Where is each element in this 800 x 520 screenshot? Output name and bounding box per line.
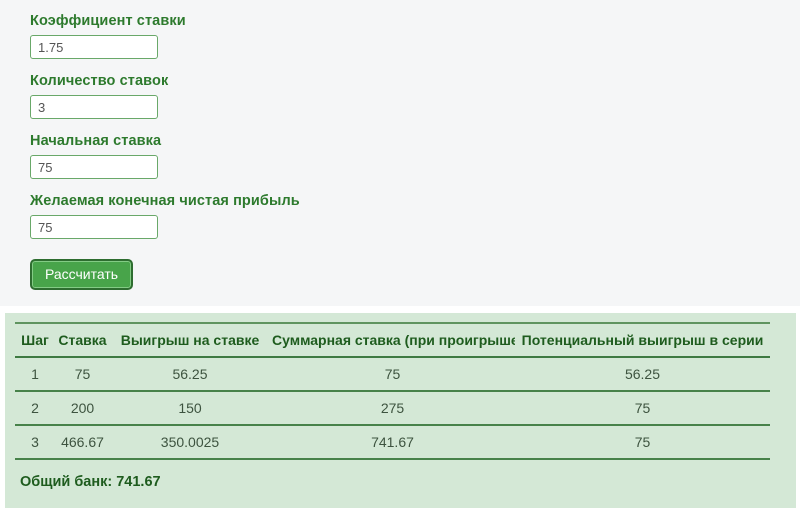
- total-bank-label: Общий банк:: [20, 474, 113, 490]
- cell-bet: 200: [55, 391, 110, 426]
- desired-profit-label: Желаемая конечная чистая прибыль: [30, 193, 300, 209]
- cell-potential-win: 75: [515, 391, 770, 426]
- cell-total-bet: 75: [270, 357, 515, 392]
- table-header-row: Шаг Ставка Выигрыш на ставке Суммарная с…: [15, 322, 770, 358]
- section-divider: [0, 306, 800, 313]
- bet-count-label: Количество ставок: [30, 73, 169, 89]
- cell-potential-win: 75: [515, 425, 770, 460]
- cell-total-bet: 275: [270, 391, 515, 426]
- initial-bet-input[interactable]: [30, 155, 158, 179]
- bet-count-input[interactable]: [30, 95, 158, 119]
- initial-bet-label: Начальная ставка: [30, 133, 162, 149]
- table-row: 1 75 56.25 75 56.25: [15, 357, 770, 392]
- cell-step: 2: [15, 391, 55, 426]
- column-header-win-on-bet: Выигрыш на ставке: [110, 322, 270, 358]
- column-header-total-bet: Суммарная ставка (при проигрыше): [270, 322, 515, 358]
- results-table: Шаг Ставка Выигрыш на ставке Суммарная с…: [15, 322, 770, 460]
- results-panel: Шаг Ставка Выигрыш на ставке Суммарная с…: [5, 313, 796, 508]
- cell-win-on-bet: 150: [110, 391, 270, 426]
- form-group-initial-bet: Начальная ставка: [30, 133, 800, 179]
- cell-bet: 466.67: [55, 425, 110, 460]
- form-group-desired-profit: Желаемая конечная чистая прибыль: [30, 193, 800, 239]
- coefficient-label: Коэффициент ставки: [30, 13, 186, 29]
- table-row: 3 466.67 350.0025 741.67 75: [15, 425, 770, 460]
- total-bank-value: 741.67: [116, 474, 161, 490]
- table-row: 2 200 150 275 75: [15, 391, 770, 426]
- cell-potential-win: 56.25: [515, 357, 770, 392]
- cell-total-bet: 741.67: [270, 425, 515, 460]
- cell-win-on-bet: 56.25: [110, 357, 270, 392]
- calculate-button[interactable]: Рассчитать: [30, 259, 134, 290]
- column-header-bet: Ставка: [55, 322, 110, 358]
- coefficient-input[interactable]: [30, 35, 158, 59]
- total-bank: Общий банк: 741.67: [15, 474, 786, 490]
- cell-bet: 75: [55, 357, 110, 392]
- column-header-potential-win: Потенциальный выигрыш в серии: [515, 322, 770, 358]
- column-header-step: Шаг: [15, 322, 55, 358]
- form-group-coefficient: Коэффициент ставки: [30, 13, 800, 59]
- cell-step: 1: [15, 357, 55, 392]
- bet-calculator-form: Коэффициент ставки Количество ставок Нач…: [30, 13, 800, 290]
- cell-win-on-bet: 350.0025: [110, 425, 270, 460]
- form-group-bet-count: Количество ставок: [30, 73, 800, 119]
- desired-profit-input[interactable]: [30, 215, 158, 239]
- cell-step: 3: [15, 425, 55, 460]
